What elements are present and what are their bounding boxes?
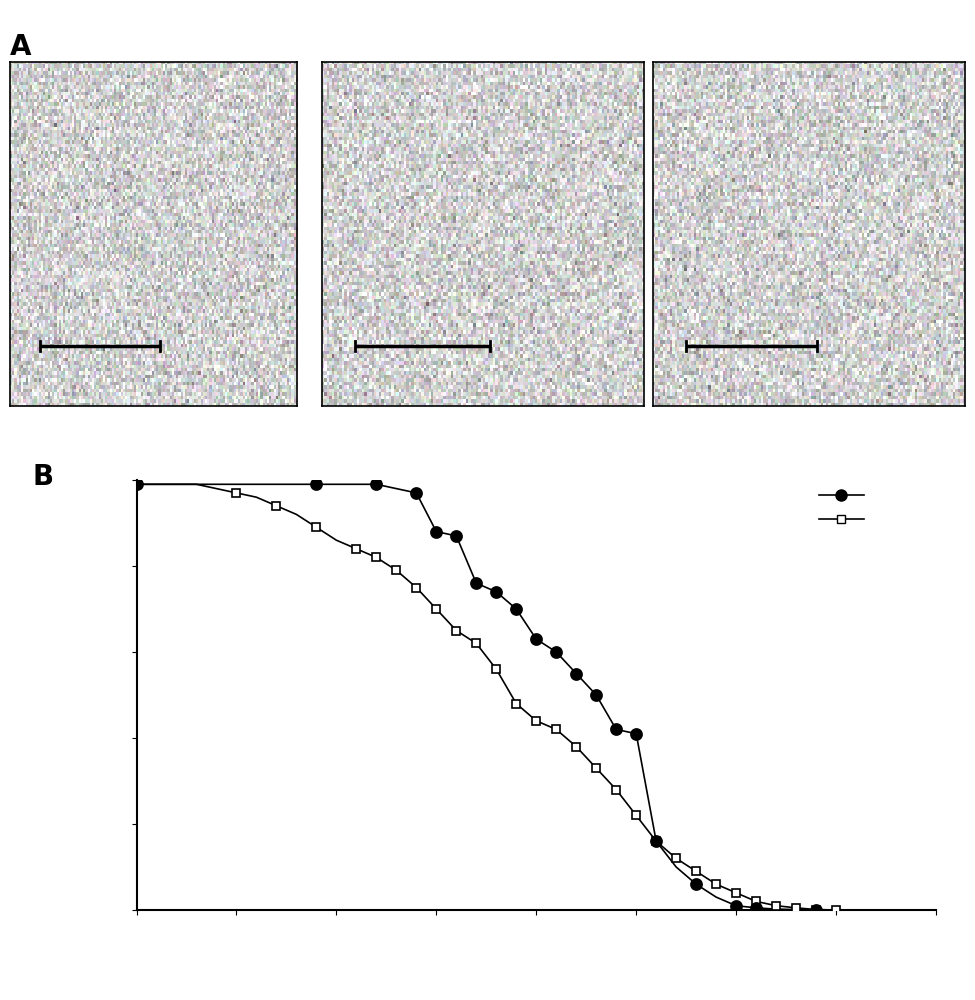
Text: A: A [10,33,31,61]
Legend: 酵母状, 菌丝状: 酵母状, 菌丝状 [819,489,927,525]
Text: B: B [32,463,54,491]
